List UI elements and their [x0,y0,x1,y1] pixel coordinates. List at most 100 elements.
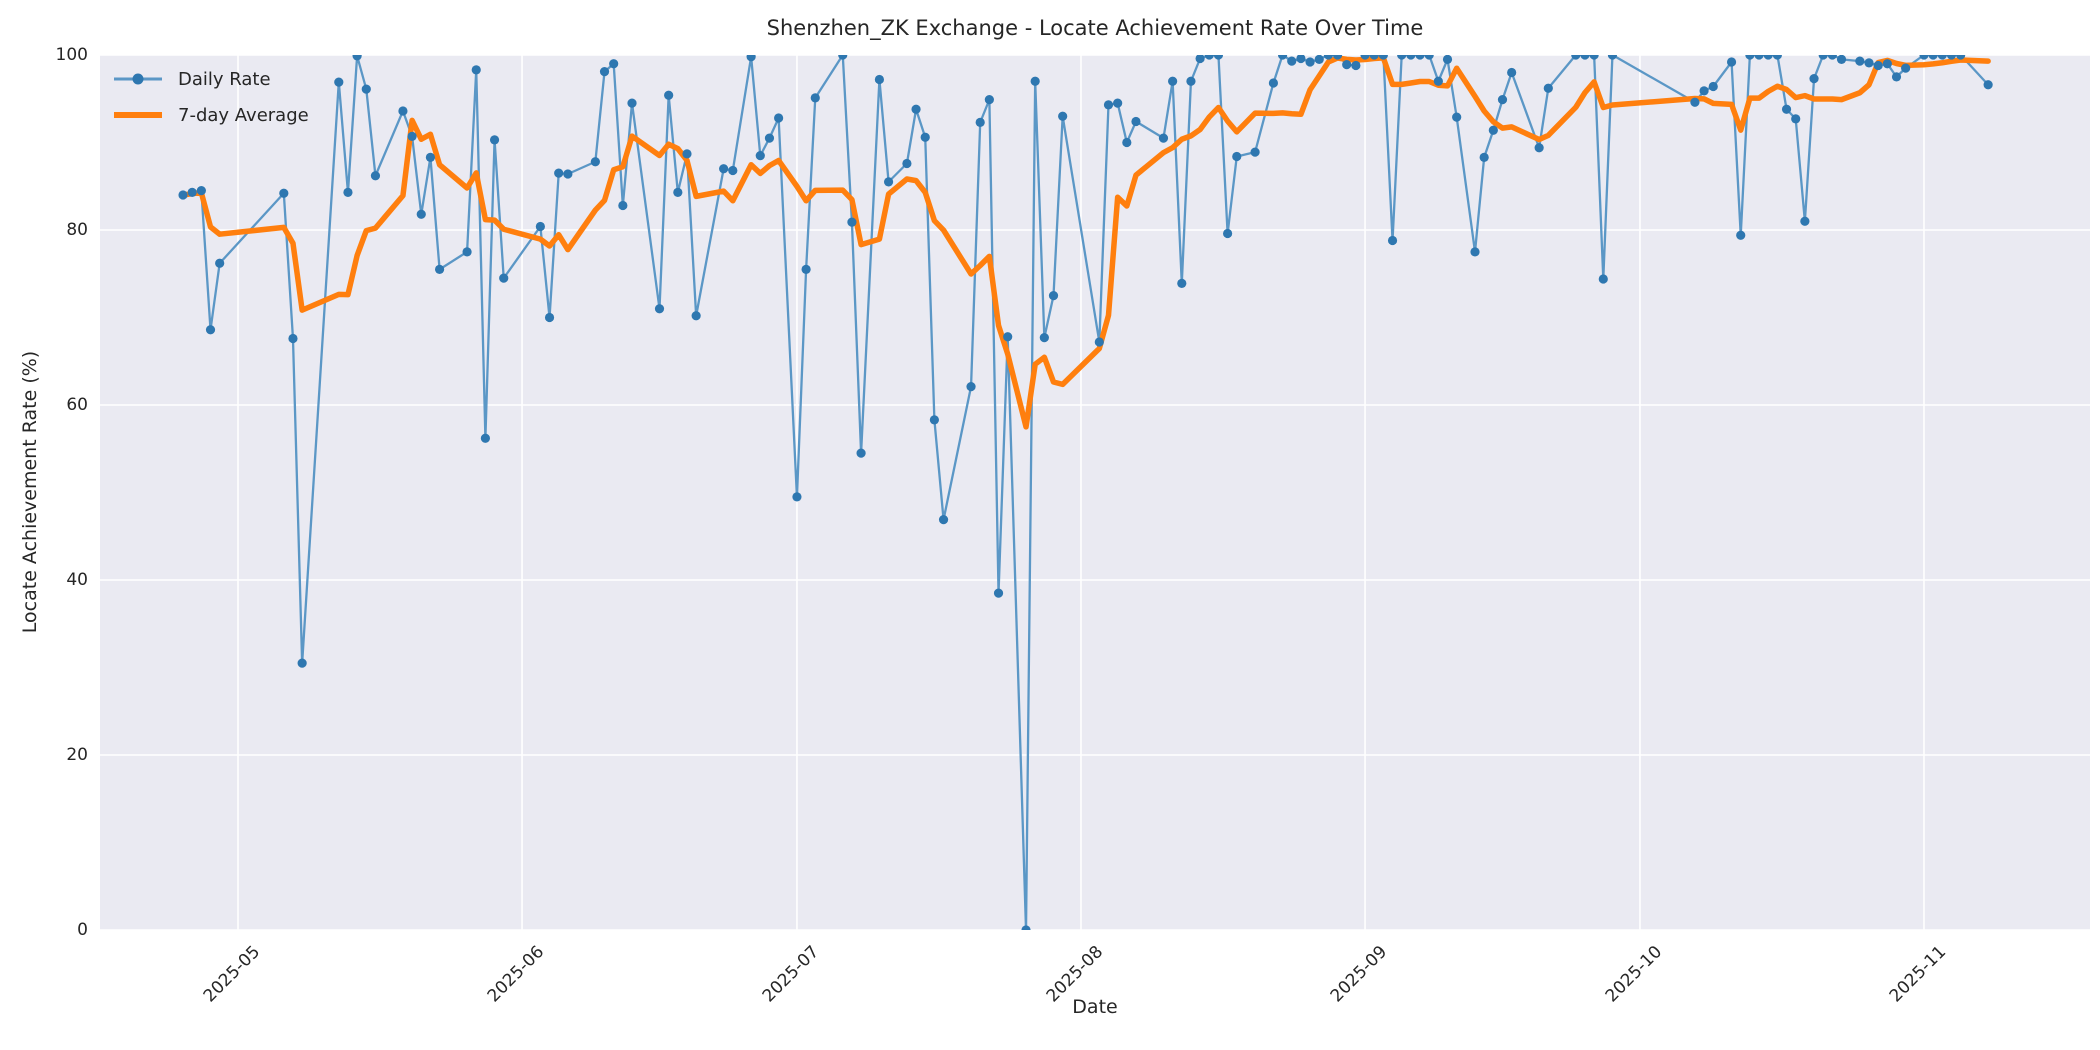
data-point [1800,216,1810,226]
data-point [1424,55,1434,60]
x-tick-label: 2025-09 [1326,942,1392,1007]
data-point [691,311,701,321]
data-point [746,55,756,62]
x-tick-label: 2025-05 [199,942,265,1007]
plot-area [100,55,2090,930]
data-point [1177,278,1187,288]
data-point [1387,235,1398,246]
data-point [609,59,619,69]
x-tick-label: 2025-11 [1885,942,1951,1007]
data-point [1277,55,1288,60]
data-point [627,98,637,108]
data-point [755,151,765,161]
data-point [1507,67,1517,78]
data-point [1607,55,1618,60]
data-point [334,77,344,87]
data-point [1580,55,1590,60]
data-point [1323,55,1333,60]
data-point [1369,55,1379,60]
x-tick-label: 2025-06 [483,942,549,1007]
data-point [664,90,674,100]
x-axis-label: Date [1072,996,1118,1018]
data-point [1699,86,1709,96]
y-tick-label: 60 [66,395,88,415]
data-point [1791,114,1801,124]
data-point [792,492,802,502]
data-point [929,415,939,425]
data-point [563,169,573,179]
data-point [938,515,949,525]
data-point [178,190,188,200]
x-tick-label: 2025-10 [1601,942,1667,1007]
data-point [1534,143,1544,153]
data-point [1726,57,1737,67]
data-point [1287,56,1297,66]
data-point [911,104,921,114]
data-point [719,164,729,174]
data-point [535,221,545,232]
data-point [1763,55,1773,60]
data-point [1250,147,1260,157]
data-point [1003,332,1013,342]
data-point [1223,228,1233,239]
data-point [1772,55,1782,60]
data-point [1497,95,1508,105]
data-point [1168,76,1178,86]
data-point [1442,55,1453,64]
data-point [1781,104,1792,114]
average-legend-glyph-icon [114,108,162,122]
data-point [1836,55,1847,64]
data-point [1736,230,1746,240]
data-point [1058,111,1068,121]
data-point [883,177,894,187]
legend-label: Daily Rate [178,68,271,90]
daily-rate-legend-glyph-icon [114,72,162,86]
data-point [1397,55,1407,60]
data-point [554,168,564,178]
data-point [1598,274,1608,284]
data-point [1708,81,1718,92]
data-point [489,135,500,145]
data-point [1754,55,1764,60]
data-point [1103,100,1114,110]
data-point [1882,59,1892,69]
data-point [1204,55,1214,60]
data-point [1956,55,1966,60]
data-point [1433,76,1443,86]
data-point [499,273,509,283]
data-point [544,312,555,323]
data-point [1305,57,1315,67]
data-point [1296,55,1306,64]
data-point [1021,925,1031,930]
data-point [1186,76,1196,86]
data-point [1919,55,1929,60]
data-point [288,333,298,344]
y-tick-label: 0 [77,920,88,940]
data-point [682,149,692,159]
legend-label: 7-day Average [178,104,309,126]
legend-dot-blue [132,73,144,85]
data-point [1415,55,1425,60]
data-point [1983,80,1993,90]
data-point [599,67,610,77]
data-point [471,65,481,75]
data-point [1479,152,1489,162]
data-point [370,171,381,181]
y-tick-label: 100 [55,45,88,65]
data-point [1342,60,1352,70]
data-point [1131,116,1141,127]
legend-item-7day-average: 7-day Average [114,100,309,130]
chart-title: Shenzhen_ZK Exchange - Locate Achievemen… [766,16,1424,40]
data-point [1039,333,1049,343]
data-point [1122,137,1132,148]
data-point [1855,56,1865,66]
data-point [1268,78,1279,88]
data-point [993,588,1004,598]
data-point [810,93,820,103]
data-point [975,117,985,127]
data-point [1818,55,1828,60]
data-point [654,304,665,314]
data-point [1378,55,1388,60]
data-point [1543,83,1553,93]
